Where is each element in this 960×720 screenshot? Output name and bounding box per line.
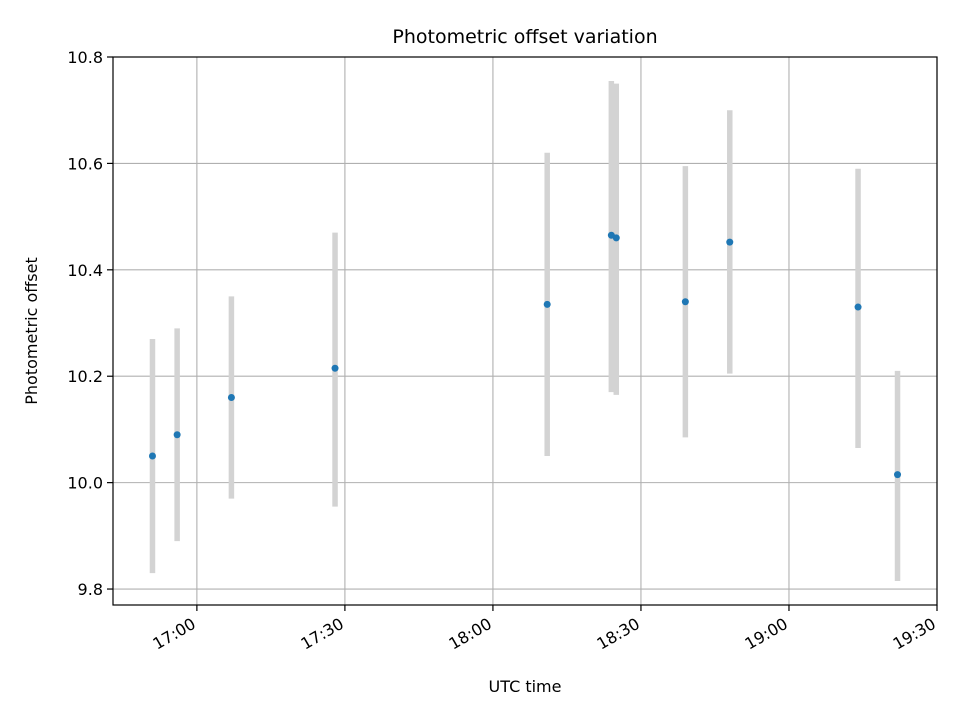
plot-area-frame xyxy=(112,56,938,606)
y-tick-label: 10.2 xyxy=(67,367,103,386)
data-point xyxy=(173,431,181,439)
error-bars xyxy=(149,80,901,582)
data-point xyxy=(543,300,551,308)
data-point xyxy=(227,394,235,402)
data-point xyxy=(894,471,902,479)
x-tick-label: 18:30 xyxy=(594,614,643,654)
x-axis-title: UTC time xyxy=(489,677,562,696)
data-point xyxy=(726,238,734,246)
y-tick-label: 10.0 xyxy=(67,474,103,493)
grid xyxy=(113,56,938,605)
y-axis-title: Photometric offset xyxy=(22,257,41,405)
y-tick-label: 9.8 xyxy=(78,580,103,599)
data-point xyxy=(612,234,620,242)
y-tick-label: 10.6 xyxy=(67,154,103,173)
x-tick-label: 17:30 xyxy=(297,614,346,654)
y-tick-label: 10.4 xyxy=(67,261,103,280)
x-tick-label: 19:30 xyxy=(890,614,939,654)
chart-title: Photometric offset variation xyxy=(392,26,657,48)
y-tick-label: 10.8 xyxy=(67,48,103,67)
data-point xyxy=(854,303,862,311)
y-axis-ticks: 9.8 10.0 10.2 10.4 10.6 10.8 xyxy=(67,48,113,599)
data-point xyxy=(148,452,156,460)
data-points xyxy=(148,231,902,479)
data-point xyxy=(681,298,689,306)
x-tick-label: 17:00 xyxy=(149,614,198,654)
x-axis-ticks: 17:00 17:30 18:00 18:30 19:00 19:30 xyxy=(149,605,939,654)
x-tick-label: 19:00 xyxy=(742,614,791,654)
x-tick-label: 18:00 xyxy=(445,614,494,654)
data-point xyxy=(331,364,339,372)
